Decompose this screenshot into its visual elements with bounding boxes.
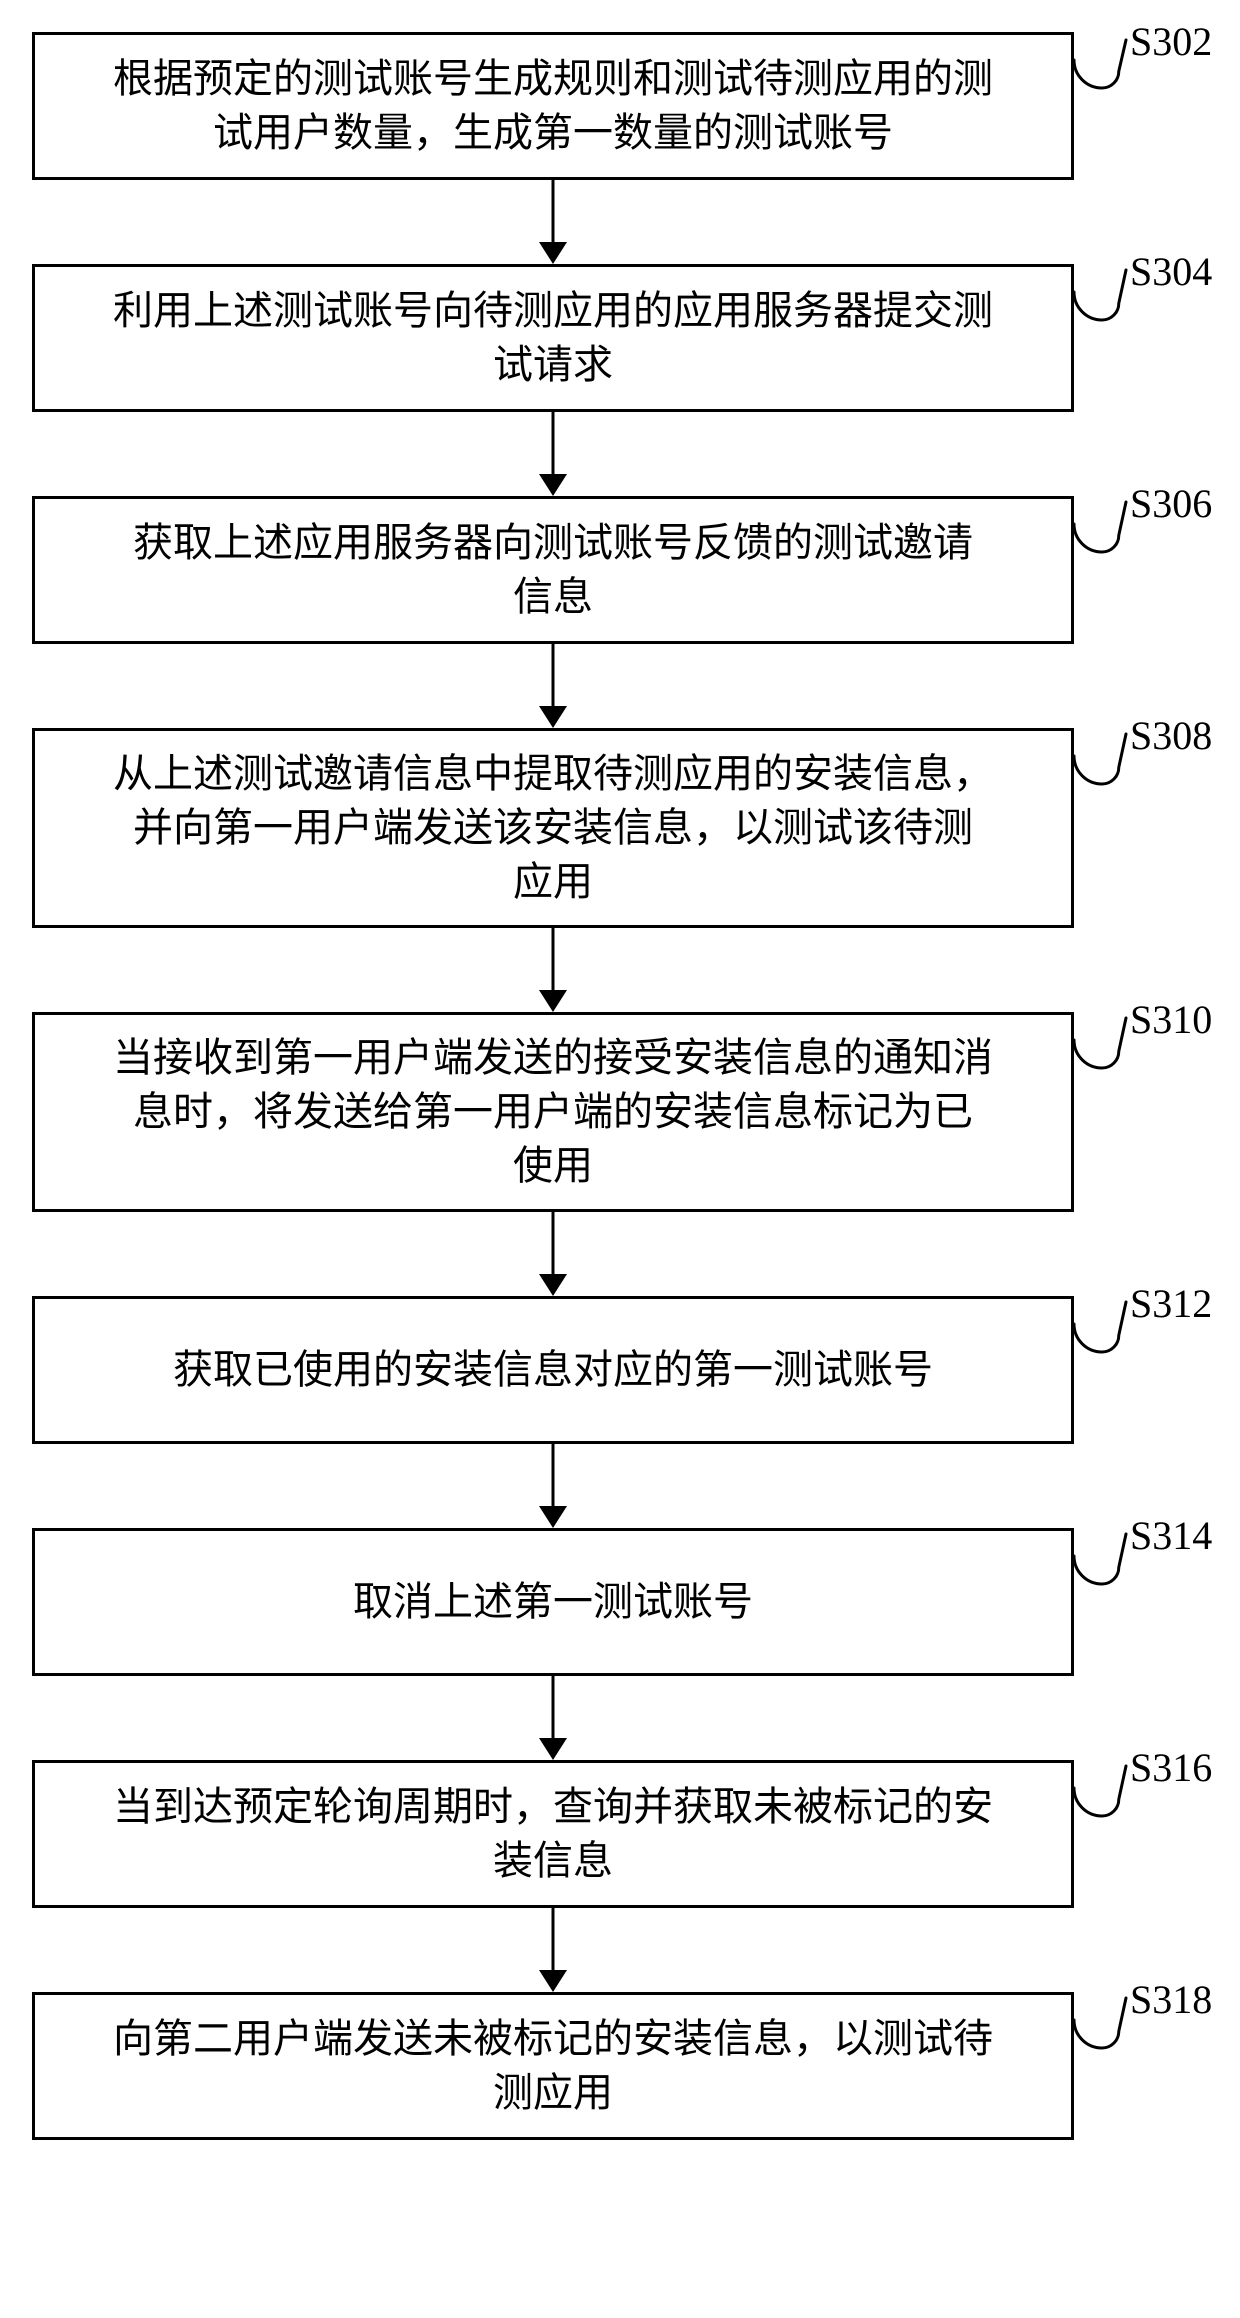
- flow-step-text: 当到达预定轮询周期时，查询并获取未被标记的安 装信息: [95, 1780, 1011, 1888]
- flow-step-label: S318: [1130, 1976, 1212, 2023]
- flow-step-text: 获取上述应用服务器向测试账号反馈的测试邀请 信息: [115, 516, 991, 624]
- flow-step-label: S308: [1130, 712, 1212, 759]
- flow-step-label: S316: [1130, 1744, 1212, 1791]
- label-connector: [1074, 496, 1136, 569]
- flow-step-text: 向第二用户端发送未被标记的安装信息，以测试待 测应用: [95, 2012, 1011, 2120]
- label-connector: [1074, 1760, 1136, 1833]
- flow-step-text: 根据预定的测试账号生成规则和测试待测应用的测 试用户数量，生成第一数量的测试账号: [95, 52, 1011, 160]
- flow-step-label: S302: [1130, 18, 1212, 65]
- flow-arrow: [0, 180, 1240, 264]
- flow-step-s314: 取消上述第一测试账号: [32, 1528, 1074, 1676]
- label-connector: [1074, 1528, 1136, 1601]
- flow-step-text: 从上述测试邀请信息中提取待测应用的安装信息， 并向第一用户端发送该安装信息，以测…: [95, 747, 1011, 909]
- flow-step-label: S304: [1130, 248, 1212, 295]
- flow-step-s318: 向第二用户端发送未被标记的安装信息，以测试待 测应用: [32, 1992, 1074, 2140]
- flow-step-s304: 利用上述测试账号向待测应用的应用服务器提交测 试请求: [32, 264, 1074, 412]
- flow-step-s310: 当接收到第一用户端发送的接受安装信息的通知消 息时，将发送给第一用户端的安装信息…: [32, 1012, 1074, 1212]
- label-connector: [1074, 728, 1136, 801]
- label-connector: [1074, 264, 1136, 337]
- flow-step-s306: 获取上述应用服务器向测试账号反馈的测试邀请 信息: [32, 496, 1074, 644]
- flow-step-label: S310: [1130, 996, 1212, 1043]
- flow-arrow: [0, 1212, 1240, 1296]
- flow-step-s302: 根据预定的测试账号生成规则和测试待测应用的测 试用户数量，生成第一数量的测试账号: [32, 32, 1074, 180]
- flow-arrow: [0, 1444, 1240, 1528]
- label-connector: [1074, 1992, 1136, 2065]
- flow-arrow: [0, 412, 1240, 496]
- flow-step-s316: 当到达预定轮询周期时，查询并获取未被标记的安 装信息: [32, 1760, 1074, 1908]
- label-connector: [1074, 32, 1136, 107]
- flow-step-s312: 获取已使用的安装信息对应的第一测试账号: [32, 1296, 1074, 1444]
- flow-step-label: S314: [1130, 1512, 1212, 1559]
- flow-arrow: [0, 1676, 1240, 1760]
- flow-step-text: 当接收到第一用户端发送的接受安装信息的通知消 息时，将发送给第一用户端的安装信息…: [95, 1031, 1011, 1193]
- flow-step-text: 获取已使用的安装信息对应的第一测试账号: [155, 1343, 951, 1397]
- flow-arrow: [0, 1908, 1240, 1992]
- flow-step-text: 利用上述测试账号向待测应用的应用服务器提交测 试请求: [95, 284, 1011, 392]
- flow-step-label: S306: [1130, 480, 1212, 527]
- flowchart-container: 根据预定的测试账号生成规则和测试待测应用的测 试用户数量，生成第一数量的测试账号…: [0, 0, 1240, 2318]
- flow-step-s308: 从上述测试邀请信息中提取待测应用的安装信息， 并向第一用户端发送该安装信息，以测…: [32, 728, 1074, 928]
- flow-step-label: S312: [1130, 1280, 1212, 1327]
- label-connector: [1074, 1296, 1136, 1369]
- flow-arrow: [0, 644, 1240, 728]
- label-connector: [1074, 1012, 1136, 1085]
- flow-arrow: [0, 928, 1240, 1012]
- flow-step-text: 取消上述第一测试账号: [335, 1575, 771, 1629]
